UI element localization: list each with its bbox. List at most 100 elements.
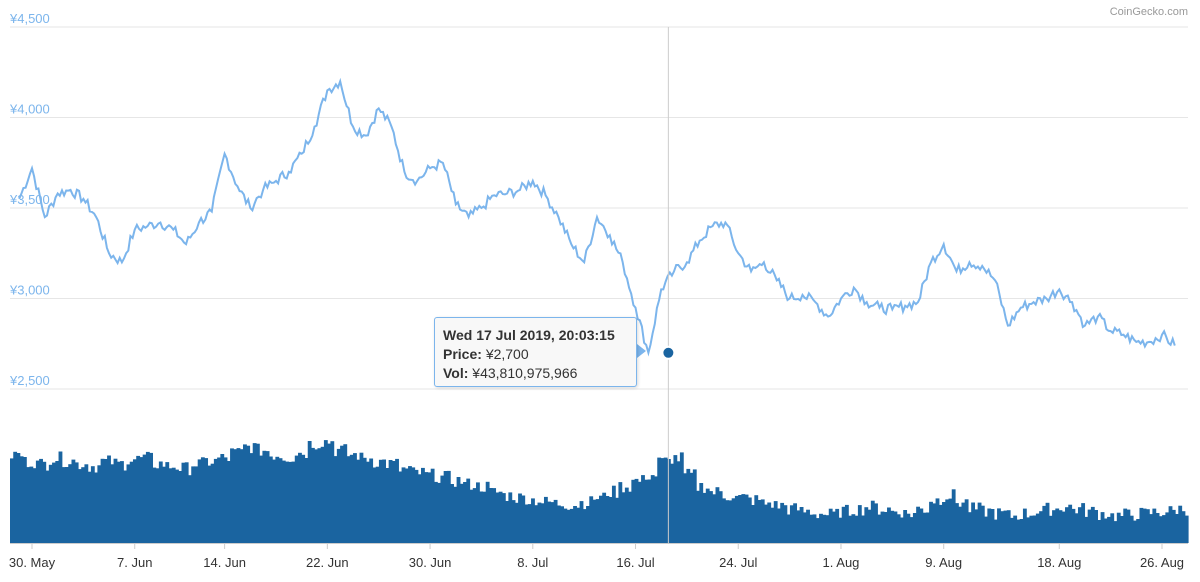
volume-bar [26,467,31,543]
volume-bar [1074,513,1079,543]
volume-bar [974,509,979,543]
volume-bar [123,470,128,543]
volume-bar [113,458,118,543]
volume-bar [58,451,63,543]
x-tick-label: 26. Aug [1140,555,1184,570]
volume-bar [699,483,704,543]
volume-bar [456,477,461,543]
volume-bar [103,459,108,543]
volume-bar [1097,520,1102,543]
volume-bar [505,501,509,543]
credit-label[interactable]: CoinGecko.com [1109,6,1188,18]
volume-bar [725,500,730,543]
price-series-line[interactable] [18,77,1176,357]
x-tick-label: 14. Jun [203,555,246,570]
volume-bar [29,466,34,543]
volume-bar [573,506,577,543]
volume-bar [621,492,626,543]
volume-bar [599,495,603,543]
tooltip: Wed 17 Jul 2019, 20:03:15 Price: ¥2,700 … [434,317,637,387]
volume-bar [74,462,79,543]
volume-bar [550,502,555,543]
volume-bar [922,512,927,543]
highlighted-point[interactable] [661,345,676,360]
volume-bar [191,466,196,543]
volume-bar [365,461,370,543]
volume-bar [382,459,387,543]
volume-bar [514,502,519,543]
volume-bar [809,514,814,543]
volume-bar [71,459,76,543]
volume-bar [757,500,762,543]
volume-bar [149,452,153,543]
tooltip-arrow [637,344,646,358]
volume-bar [65,467,69,543]
volume-bar [935,498,940,543]
volume-bar [783,505,788,543]
volume-bar [641,475,645,543]
volume-bar [492,488,497,543]
volume-bar [421,467,425,543]
volume-bar [220,454,225,543]
volume-bar [443,471,448,543]
volume-bar [469,489,474,543]
volume-bar [1019,519,1024,543]
volume-bar [1061,511,1066,543]
volume-bar [1084,516,1089,543]
volume-bar [340,445,344,543]
volume-bar [463,482,467,543]
volume-bar [275,456,280,543]
volume-bar [721,498,726,543]
volume-bar [644,479,649,543]
volume-bar [22,457,27,543]
volume-bar [291,461,296,543]
y-tick-label: ¥4,000 [9,102,50,117]
volume-bar [540,503,545,543]
grid-lines [10,26,1188,390]
volume-bar [356,459,361,543]
volume-bar [1022,508,1027,543]
volume-bar [52,462,56,543]
x-tick-label: 24. Jul [719,555,757,570]
volume-bar [194,466,199,543]
volume-bar [369,458,374,543]
volume-bar [589,496,594,543]
volume-bar [1055,508,1060,543]
volume-bar [353,453,357,543]
tooltip-vol-value: ¥43,810,975,966 [472,365,578,381]
volume-bar [586,506,590,543]
volume-bar [611,485,616,543]
volume-bar [1181,511,1186,543]
volume-bar [537,502,542,543]
volume-bar [1171,509,1176,543]
volume-bar [259,455,264,543]
volume-bar [330,441,335,543]
volume-bar [786,514,791,543]
volume-bar [1090,506,1095,543]
volume-bar [634,478,639,543]
y-axis-ticks: ¥2,500 ¥3,000 ¥3,500 ¥4,000 ¥4,500 [9,11,50,388]
volume-bar [851,514,856,543]
volume-bar [582,509,587,543]
volume-bar [165,462,170,543]
volume-bar [433,481,438,543]
volume-bar [925,512,930,543]
volume-bar [1058,510,1063,543]
volume-bar [1052,510,1056,543]
volume-bar [48,464,53,543]
volume-bar [90,466,95,543]
tooltip-price-row: Price: ¥2,700 [443,345,628,364]
volume-bar [524,504,529,543]
volume-bar [1175,514,1179,543]
volume-bar [178,471,183,543]
volume-bar [705,488,710,543]
volume-bar [731,498,736,543]
volume-bar [158,461,163,543]
volume-bar [155,468,160,543]
volume-bar [780,502,785,543]
volume-bar [569,508,574,543]
volume-bar [657,457,662,543]
volume-bar [518,493,522,543]
volume-bar [408,466,412,543]
y-tick-label: ¥3,000 [9,283,50,298]
